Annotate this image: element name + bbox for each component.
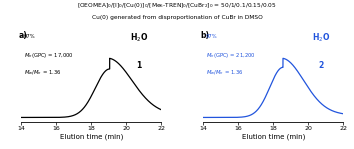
Text: H$_2$O: H$_2$O <box>312 31 330 44</box>
Text: Cu(0) generated from disproportionation of CuBr in DMSO: Cu(0) generated from disproportionation … <box>92 15 262 20</box>
Text: [OEOMEA]$_0$/[I]$_0$/[Cu(0)]$_0$/[Me$_6$-TREN]$_0$/[CuBr$_2$]$_0$ = 50/1/0.1/0.1: [OEOMEA]$_0$/[I]$_0$/[Cu(0)]$_0$/[Me$_6$… <box>77 1 277 10</box>
X-axis label: Elution time (min): Elution time (min) <box>242 134 305 140</box>
Text: $M_w$/$M_n$ = 1.36: $M_w$/$M_n$ = 1.36 <box>24 69 62 77</box>
Text: $M_n$(GPC) = 17,000: $M_n$(GPC) = 17,000 <box>24 51 74 60</box>
Text: 97%: 97% <box>24 34 36 39</box>
Text: 2: 2 <box>318 61 324 70</box>
Text: $M_w$/$M_n$ = 1.36: $M_w$/$M_n$ = 1.36 <box>206 69 244 77</box>
Text: 97%: 97% <box>206 34 218 39</box>
Text: a): a) <box>18 31 27 40</box>
Text: $M_n$(GPC) = 21,200: $M_n$(GPC) = 21,200 <box>206 51 256 60</box>
Text: H$_2$O: H$_2$O <box>130 31 148 44</box>
Text: 1: 1 <box>136 61 142 70</box>
X-axis label: Elution time (min): Elution time (min) <box>59 134 123 140</box>
Text: b): b) <box>200 31 210 40</box>
